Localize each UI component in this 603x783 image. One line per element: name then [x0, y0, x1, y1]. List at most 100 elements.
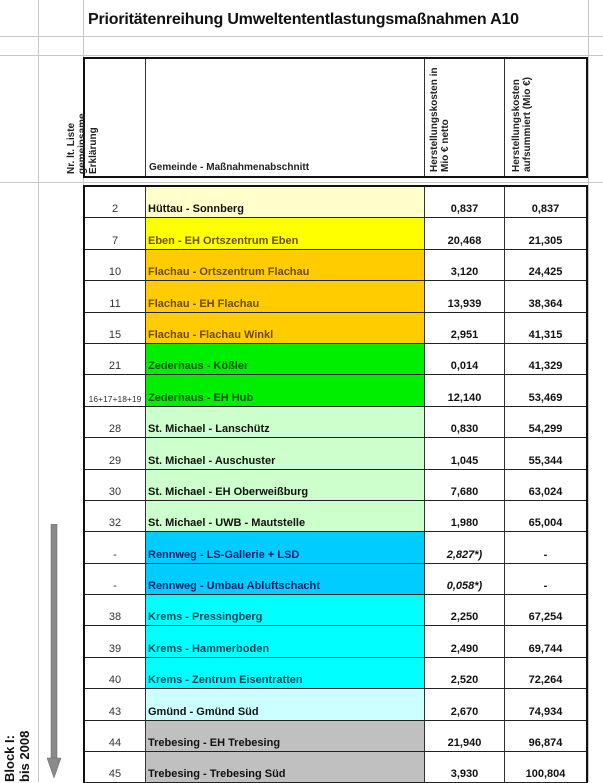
- cell-nr[interactable]: 39: [85, 626, 146, 657]
- table-row[interactable]: 16+17+18+19 Zederhaus - EH Hub 12,140 53,46…: [85, 375, 586, 407]
- table-row[interactable]: - Rennweg - Umbau Abluftschacht 0,058*) -: [85, 563, 586, 596]
- cell-nr[interactable]: 44: [85, 720, 146, 752]
- cell-gemeinde[interactable]: Krems - Zentrum Eisentratten: [146, 657, 425, 689]
- header-kosten[interactable]: Herstellungskosten in Mio € netto: [425, 59, 505, 176]
- cell-nr[interactable]: 16+17+18+19: [85, 375, 146, 406]
- cell-kosten[interactable]: 12,140: [425, 375, 505, 406]
- cell-nr[interactable]: 11: [85, 281, 146, 312]
- header-gemeinde[interactable]: Gemeinde - Maßnahmenabschnitt: [146, 59, 425, 176]
- cell-gemeinde[interactable]: Rennweg - LS-Gallerie + LSD: [146, 532, 425, 563]
- cell-gemeinde[interactable]: St. Michael - Lanschütz: [146, 406, 425, 438]
- cell-nr[interactable]: 10: [85, 249, 146, 281]
- cell-summe[interactable]: 24,425: [528, 266, 563, 279]
- cell-gemeinde[interactable]: Trebesing - Trebesing Süd: [146, 752, 425, 783]
- cell-gemeinde[interactable]: Gmünd - Gmünd Süd: [146, 689, 425, 720]
- cell-summe[interactable]: 41,315: [528, 328, 563, 341]
- cell-nr[interactable]: 28: [85, 406, 146, 438]
- table-row[interactable]: 15 Flachau - Flachau Winkl 2,951 41,315: [85, 312, 586, 344]
- table-row[interactable]: 29 St. Michael - Auschuster 1,045 55,344: [85, 438, 586, 470]
- cell-kosten[interactable]: 1,980: [425, 500, 505, 532]
- cell-gemeinde[interactable]: St. Michael - Auschuster: [146, 438, 425, 469]
- table-row[interactable]: 2 Hüttau - Sonnberg 0,837 0,837: [85, 187, 586, 219]
- cell-summe[interactable]: 41,329: [528, 360, 563, 373]
- table-row[interactable]: 45 Trebesing - Trebesing Süd 3,930 100,804: [85, 752, 586, 783]
- table-row[interactable]: 11 Flachau - EH Flachau 13,939 38,364: [85, 281, 586, 313]
- cell-nr[interactable]: 32: [85, 500, 146, 532]
- table-row[interactable]: 44 Trebesing - EH Trebesing 21,940 96,874: [85, 720, 586, 753]
- cell-kosten[interactable]: 3,930: [425, 752, 505, 783]
- cell-summe[interactable]: 100,804: [525, 768, 566, 781]
- cell-kosten[interactable]: 21,940: [425, 720, 505, 752]
- table-row[interactable]: 7 Eben - EH Ortszentrum Eben 20,468 21,305: [85, 218, 586, 250]
- table-row[interactable]: - Rennweg - LS-Gallerie + LSD 2,827*) -: [85, 532, 586, 564]
- cell-kosten[interactable]: 20,468: [425, 218, 505, 249]
- cell-kosten[interactable]: 0,058*): [425, 563, 505, 595]
- cell-nr[interactable]: 15: [85, 312, 146, 343]
- cell-kosten[interactable]: 0,014: [425, 343, 505, 375]
- cell-nr[interactable]: 30: [85, 469, 146, 500]
- cell-summe[interactable]: 38,364: [528, 297, 563, 310]
- cell-summe[interactable]: 65,004: [528, 517, 563, 530]
- cell-gemeinde[interactable]: Krems - Hammerboden: [146, 626, 425, 657]
- cell-summe[interactable]: 63,024: [528, 485, 563, 498]
- cell-nr[interactable]: 7: [85, 218, 146, 249]
- cell-summe[interactable]: 55,344: [528, 454, 563, 467]
- table-row[interactable]: 39 Krems - Hammerboden 2,490 69,744: [85, 626, 586, 658]
- cell-gemeinde[interactable]: Zederhaus - EH Hub: [146, 375, 425, 406]
- table-row[interactable]: 21 Zederhaus - Kößler 0,014 41,329: [85, 343, 586, 376]
- cell-gemeinde[interactable]: Trebesing - EH Trebesing: [146, 720, 425, 752]
- grid-line: [38, 0, 39, 782]
- cell-kosten[interactable]: 2,827*): [425, 532, 505, 563]
- cell-nr[interactable]: 45: [85, 752, 146, 783]
- cell-gemeinde[interactable]: Rennweg - Umbau Abluftschacht: [146, 563, 425, 595]
- table-row[interactable]: 43 Gmünd - Gmünd Süd 2,670 74,934: [85, 689, 586, 721]
- cell-gemeinde[interactable]: Krems - Pressingberg: [146, 595, 425, 626]
- cell-gemeinde[interactable]: Flachau - Ortszentrum Flachau: [146, 249, 425, 281]
- cell-summe[interactable]: 21,305: [528, 234, 563, 247]
- cell-nr[interactable]: 29: [85, 438, 146, 469]
- cell-kosten[interactable]: 2,250: [425, 595, 505, 626]
- cell-kosten[interactable]: 1,045: [425, 438, 505, 469]
- cell-summe[interactable]: -: [543, 580, 548, 593]
- cell-nr[interactable]: -: [85, 563, 146, 595]
- cell-summe[interactable]: 74,934: [528, 705, 563, 718]
- cell-gemeinde[interactable]: St. Michael - UWB - Mautstelle: [146, 500, 425, 532]
- table-row[interactable]: 30 St. Michael - EH Oberweißburg 7,680 63,0…: [85, 469, 586, 501]
- cell-nr[interactable]: 43: [85, 689, 146, 720]
- cell-summe[interactable]: 72,264: [528, 674, 563, 687]
- cell-gemeinde[interactable]: Eben - EH Ortszentrum Eben: [146, 218, 425, 249]
- table-row[interactable]: 32 St. Michael - UWB - Mautstelle 1,980 65,…: [85, 500, 586, 533]
- cell-kosten[interactable]: 2,670: [425, 689, 505, 720]
- table-row[interactable]: 40 Krems - Zentrum Eisentratten 2,520 72,26…: [85, 657, 586, 690]
- table-row[interactable]: 10 Flachau - Ortszentrum Flachau 3,120 24,4…: [85, 249, 586, 282]
- cell-kosten[interactable]: 0,830: [425, 406, 505, 438]
- cell-gemeinde[interactable]: Hüttau - Sonnberg: [146, 187, 425, 218]
- cell-kosten[interactable]: 3,120: [425, 249, 505, 281]
- header-summe[interactable]: Herstellungskosten aufsummiert (Mio €): [505, 59, 586, 176]
- cell-kosten[interactable]: 0,837: [425, 187, 505, 218]
- cell-summe[interactable]: 69,744: [528, 642, 563, 655]
- cell-summe[interactable]: 54,299: [528, 423, 563, 436]
- header-nr[interactable]: Nr. lt. Liste gemeinsame Erklärung: [66, 59, 146, 176]
- cell-nr[interactable]: 2: [85, 187, 146, 218]
- cell-summe[interactable]: 67,254: [528, 611, 563, 624]
- cell-kosten[interactable]: 7,680: [425, 469, 505, 500]
- table-row[interactable]: 38 Krems - Pressingberg 2,250 67,254: [85, 595, 586, 627]
- cell-gemeinde[interactable]: Zederhaus - Kößler: [146, 343, 425, 375]
- cell-summe[interactable]: 0,837: [531, 203, 560, 216]
- cell-kosten[interactable]: 13,939: [425, 281, 505, 312]
- cell-kosten[interactable]: 2,490: [425, 626, 505, 657]
- cell-nr[interactable]: -: [85, 532, 146, 563]
- cell-summe[interactable]: -: [543, 548, 548, 561]
- cell-summe[interactable]: 53,469: [528, 391, 563, 404]
- cell-kosten[interactable]: 2,951: [425, 312, 505, 343]
- cell-summe[interactable]: 96,874: [528, 737, 563, 750]
- cell-gemeinde[interactable]: St. Michael - EH Oberweißburg: [146, 469, 425, 500]
- cell-nr[interactable]: 40: [85, 657, 146, 689]
- cell-gemeinde[interactable]: Flachau - Flachau Winkl: [146, 312, 425, 343]
- cell-nr[interactable]: 21: [85, 343, 146, 375]
- cell-kosten[interactable]: 2,520: [425, 657, 505, 689]
- cell-gemeinde[interactable]: Flachau - EH Flachau: [146, 281, 425, 312]
- table-row[interactable]: 28 St. Michael - Lanschütz 0,830 54,299: [85, 406, 586, 439]
- cell-nr[interactable]: 38: [85, 595, 146, 626]
